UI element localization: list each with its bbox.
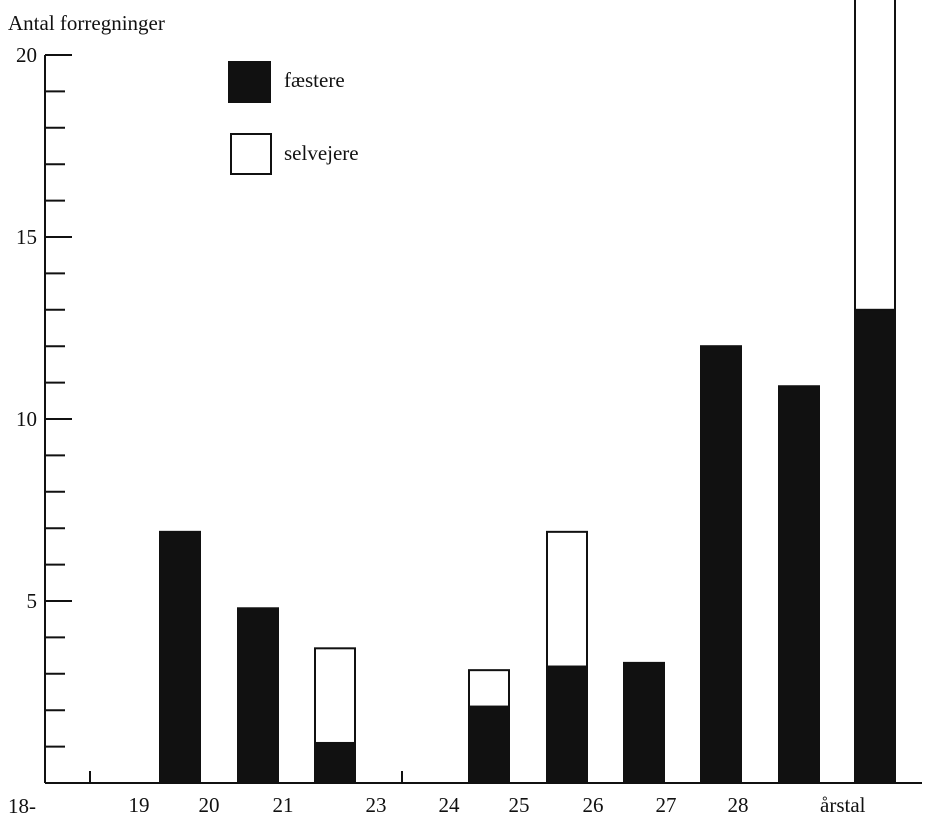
- bar-faestere: [623, 661, 665, 785]
- x-tick-label: 20: [199, 793, 220, 817]
- legend-swatch-selvejere: [230, 133, 272, 175]
- bar-faestere: [546, 665, 588, 785]
- bar-selvejere: [468, 669, 510, 708]
- y-axis-title: Antal forregninger: [8, 11, 165, 35]
- x-tick-label: 27: [656, 793, 677, 817]
- legend-swatch-faestere: [228, 61, 271, 103]
- bar-selvejere: [546, 530, 588, 668]
- x-tick-label: 19: [129, 793, 150, 817]
- bar-faestere: [159, 530, 201, 785]
- bar-faestere: [778, 385, 820, 784]
- bar-faestere: [700, 345, 742, 784]
- x-axis-prefix: 18-: [8, 794, 36, 818]
- x-tick-label: 28: [728, 793, 749, 817]
- bar-faestere: [854, 308, 896, 784]
- bar-selvejere: [314, 647, 356, 744]
- y-tick-label: 20: [16, 43, 37, 67]
- y-tick-label: 5: [27, 589, 38, 613]
- x-tick-label: 24: [439, 793, 461, 817]
- bars: [159, 0, 896, 785]
- y-axis: 5 10 15 20: [16, 43, 72, 783]
- x-tick-label: 21: [273, 793, 294, 817]
- legend-label-selvejere: selvejere: [284, 141, 359, 165]
- bar-faestere: [237, 607, 279, 785]
- bar-faestere: [468, 705, 510, 784]
- y-tick-label: 15: [16, 225, 37, 249]
- x-tick-label: 23: [366, 793, 387, 817]
- y-tick-label: 10: [16, 407, 37, 431]
- legend: fæstere selvejere: [228, 61, 359, 175]
- x-tick-label: 25: [509, 793, 530, 817]
- bar-faestere: [314, 741, 356, 785]
- x-axis-title: årstal: [820, 793, 866, 817]
- bar-selvejere: [854, 0, 896, 311]
- x-tick-label: 26: [583, 793, 604, 817]
- legend-label-faestere: fæstere: [284, 68, 345, 92]
